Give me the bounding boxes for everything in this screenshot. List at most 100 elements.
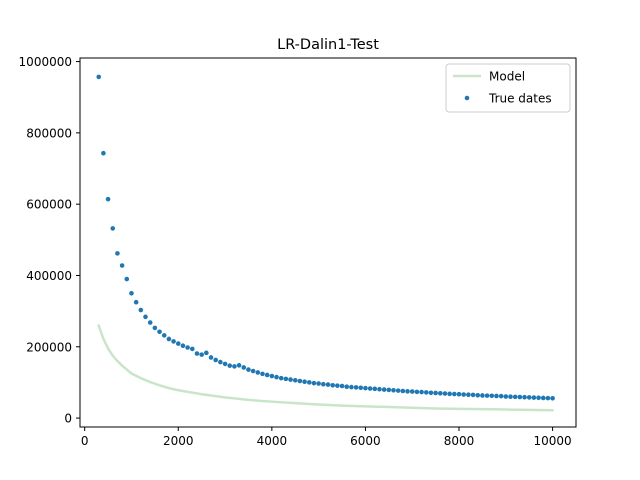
- data-point: [260, 371, 265, 377]
- data-point: [377, 386, 382, 392]
- data-point: [353, 385, 359, 390]
- x-tick-label: 0: [81, 434, 89, 448]
- data-point: [199, 352, 204, 357]
- data-point: [246, 367, 251, 372]
- series-line-model: [97, 324, 554, 412]
- data-point: [157, 329, 162, 335]
- data-point: [489, 393, 495, 399]
- data-point: [536, 395, 541, 401]
- data-point: [372, 386, 378, 392]
- data-point: [508, 394, 513, 400]
- data-point: [550, 396, 555, 401]
- x-tick-label: 8000: [444, 434, 475, 448]
- data-point: [428, 390, 434, 396]
- data-point: [512, 394, 518, 400]
- data-point: [335, 383, 340, 388]
- data-point: [152, 325, 158, 331]
- data-point: [433, 390, 438, 396]
- data-point: [470, 392, 476, 398]
- data-point: [190, 346, 195, 352]
- data-point: [110, 226, 116, 231]
- data-point: [381, 387, 387, 392]
- data-point: [484, 393, 490, 398]
- data-point: [452, 391, 457, 397]
- data-point: [204, 350, 209, 356]
- data-point: [316, 381, 321, 386]
- plot-area: [96, 74, 555, 412]
- data-point: [414, 389, 420, 395]
- data-point: [503, 394, 509, 399]
- data-point: [498, 393, 504, 399]
- x-tick-label: 10000: [534, 434, 572, 448]
- data-point: [218, 359, 223, 365]
- data-point: [166, 336, 172, 342]
- legend: Model True dates: [445, 63, 571, 113]
- data-point: [302, 379, 307, 385]
- data-point: [297, 378, 303, 384]
- data-point: [391, 387, 396, 393]
- data-point: [101, 150, 106, 156]
- data-point: [278, 375, 284, 381]
- data-point: [330, 382, 335, 388]
- data-point: [180, 343, 186, 349]
- data-point: [386, 387, 392, 393]
- data-point: [517, 394, 523, 400]
- data-point: [129, 291, 134, 296]
- data-point: [419, 389, 424, 395]
- data-point: [147, 320, 153, 325]
- data-point: [288, 377, 293, 382]
- data-point: [480, 393, 485, 398]
- data-point: [232, 364, 237, 369]
- legend-swatch-true-dates: [464, 95, 470, 101]
- data-point: [325, 382, 331, 387]
- data-point: [395, 388, 401, 393]
- y-tick-label: 800000: [26, 126, 72, 140]
- data-point: [306, 380, 312, 385]
- data-point: [105, 196, 111, 202]
- legend-label: Model: [489, 70, 525, 84]
- data-point: [171, 339, 176, 344]
- data-point: [475, 392, 481, 398]
- x-tick-label: 2000: [163, 434, 194, 448]
- y-tick-label: 400000: [26, 269, 72, 283]
- chart-title: LR-Dalin1-Test: [277, 37, 379, 53]
- data-point: [466, 392, 471, 398]
- data-point: [358, 385, 364, 391]
- data-point: [283, 376, 289, 382]
- data-point: [461, 392, 467, 397]
- data-point: [143, 314, 148, 320]
- y-tick-label: 0: [64, 412, 72, 426]
- data-point: [339, 383, 345, 389]
- data-point: [545, 395, 551, 401]
- data-point: [292, 378, 298, 383]
- data-point: [522, 394, 527, 400]
- plot-frame: [79, 57, 577, 428]
- axes: 0 2000 4000 6000 8000 10000 0 200000 400000 60000…: [19, 55, 577, 448]
- data-point: [96, 74, 102, 80]
- y-tick-label: 600000: [26, 198, 72, 212]
- data-point: [456, 391, 462, 397]
- y-tick-label: 200000: [26, 340, 72, 354]
- data-point: [531, 395, 537, 400]
- data-point: [124, 276, 130, 282]
- data-point: [349, 384, 354, 390]
- data-point: [344, 384, 350, 390]
- data-point: [185, 345, 190, 350]
- data-point: [363, 385, 368, 391]
- data-point: [194, 351, 200, 356]
- data-point: [250, 368, 256, 374]
- data-point: [269, 373, 275, 379]
- legend-label: True dates: [488, 92, 552, 106]
- data-point: [405, 389, 410, 394]
- data-point: [138, 307, 144, 313]
- data-point: [274, 374, 279, 380]
- data-point: [321, 381, 326, 387]
- data-point: [442, 391, 448, 396]
- data-point: [494, 393, 499, 399]
- x-tick-label: 4000: [257, 434, 288, 448]
- data-point: [264, 372, 270, 378]
- data-point: [213, 357, 218, 363]
- data-point: [227, 363, 233, 368]
- data-point: [526, 395, 532, 400]
